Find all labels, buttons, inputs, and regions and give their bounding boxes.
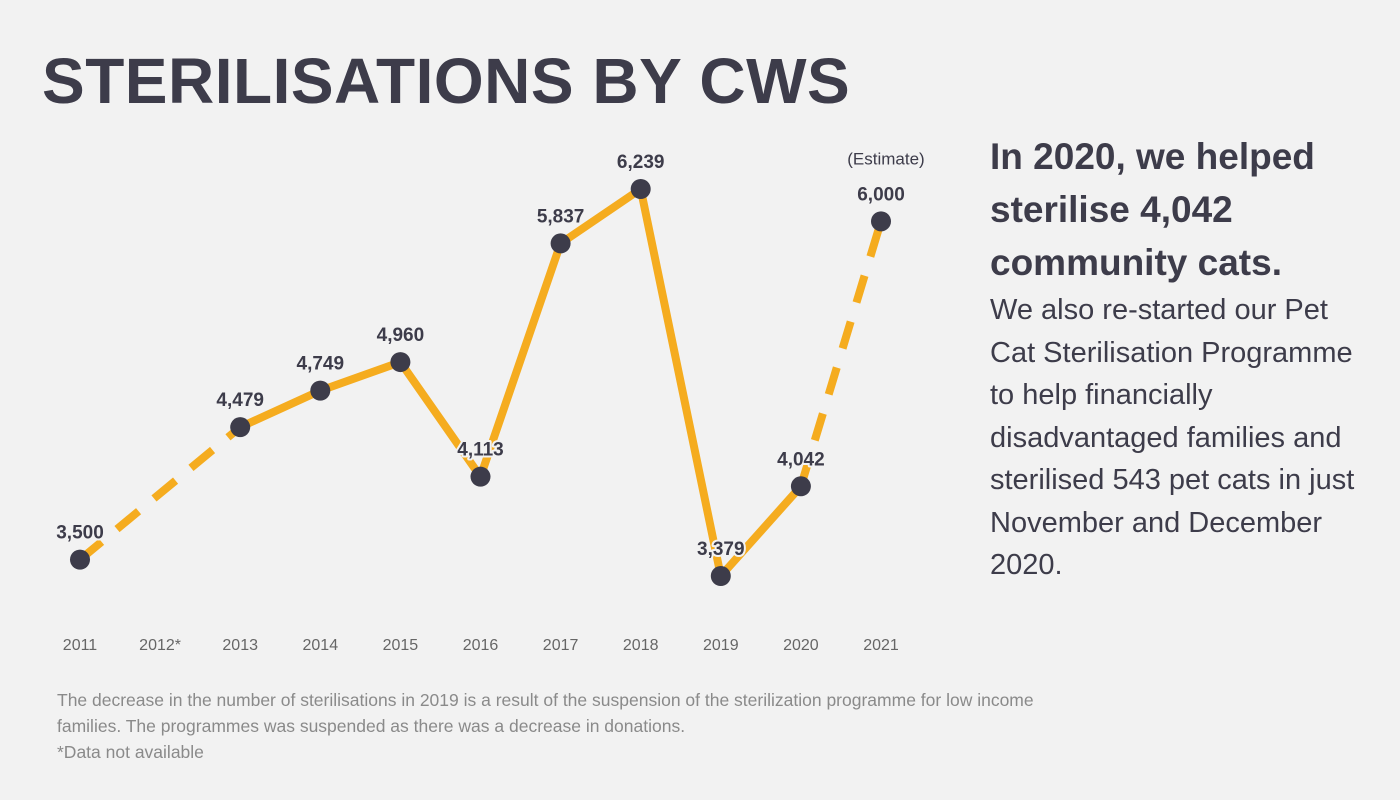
data-point [230, 417, 251, 438]
data-point [310, 380, 331, 401]
x-tick-label: 2016 [463, 637, 499, 654]
x-tick-label: 2019 [703, 637, 739, 654]
x-tick-label: 2017 [543, 637, 579, 654]
data-label: 5,837 [537, 206, 585, 227]
data-label: 4,749 [297, 354, 345, 375]
line-segment [716, 482, 805, 580]
x-tick-label: 2020 [783, 637, 819, 654]
data-point [790, 476, 811, 497]
line-segment [396, 358, 485, 481]
data-label: 4,113 [457, 440, 504, 461]
line-segment [476, 239, 565, 481]
x-tick-label: 2021 [863, 637, 899, 654]
data-label: 4,960 [377, 325, 425, 346]
data-point [550, 233, 571, 254]
chart-data-labels: 3,500 4,479 4,749 4,960 4,113 5,837 6,239 3,379… [54, 149, 925, 562]
data-point [70, 549, 90, 570]
chart-lines [77, 185, 885, 580]
line-segment [636, 185, 725, 580]
data-point [710, 566, 731, 586]
summary-headline: In 2020, we helped sterilise 4,042 commu… [990, 136, 1315, 283]
estimate-annotation: (Estimate) [847, 149, 924, 168]
summary-body: We also re-started our Pet Cat Sterilisa… [990, 294, 1355, 581]
x-tick-label: 2012* [139, 637, 181, 654]
x-axis-ticks: 2011 2012* 2013 2014 2015 2016 2017 2018 2019 202… [63, 637, 899, 654]
footnote-data-note: *Data not available [57, 742, 204, 762]
x-tick-label: 2013 [222, 637, 258, 654]
data-label: 4,042 [777, 449, 825, 470]
line-segment [316, 358, 405, 395]
page-title: STERILISATIONS BY CWS [42, 45, 851, 117]
data-label: 6,000 [857, 184, 905, 205]
data-label: 4,479 [216, 390, 264, 411]
x-tick-label: 2018 [623, 637, 659, 654]
line-segment [236, 386, 325, 432]
x-tick-label: 2015 [383, 637, 419, 654]
dashed-line-segment [797, 220, 885, 488]
data-point [871, 211, 891, 232]
data-label: 3,500 [56, 523, 104, 544]
footnote: The decrease in the number of sterilisat… [57, 687, 1057, 765]
chart-points [70, 179, 891, 586]
data-label: 6,239 [617, 152, 665, 173]
data-point [390, 352, 411, 373]
x-tick-label: 2011 [63, 637, 98, 654]
data-point [630, 179, 651, 199]
data-label: 3,379 [697, 539, 745, 560]
data-point [470, 466, 491, 487]
footnote-text: The decrease in the number of sterilisat… [57, 690, 1034, 736]
dashed-line-segment [77, 424, 243, 563]
line-segment [556, 185, 645, 248]
line-chart: 3,500 4,479 4,749 4,960 4,113 5,837 6,239 3,379… [54, 149, 925, 654]
x-tick-label: 2014 [303, 637, 339, 654]
summary-panel: In 2020, we helped sterilise 4,042 commu… [990, 130, 1380, 587]
